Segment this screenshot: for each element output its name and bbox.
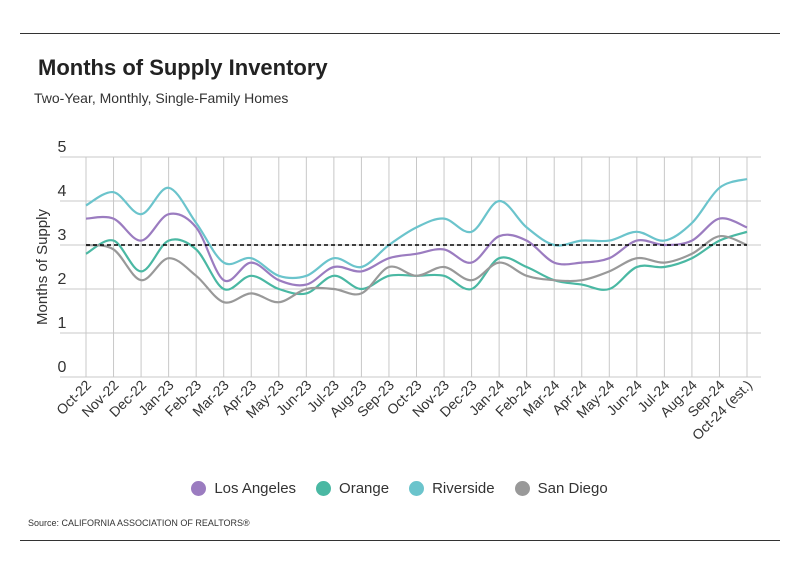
y-tick-label: 0 bbox=[58, 359, 67, 376]
source-note: Source: CALIFORNIA ASSOCIATION OF REALTO… bbox=[28, 518, 250, 528]
legend-item-orange: Orange bbox=[316, 480, 389, 497]
legend-swatch bbox=[514, 481, 530, 496]
legend-label: Riverside bbox=[432, 480, 495, 497]
series-line-los-angeles bbox=[85, 212, 748, 287]
top-rule bbox=[20, 33, 780, 34]
legend-label: San Diego bbox=[537, 480, 608, 497]
y-axis-label: Months of Supply bbox=[34, 209, 51, 325]
y-tick-label: 1 bbox=[58, 315, 67, 332]
line-chart: 0 1 2 3 4 5 Oct-22Nov-22Dec-22Jan-23Feb-23Mar… bbox=[34, 139, 761, 443]
legend-label: Los Angeles bbox=[214, 480, 297, 497]
y-tick-label: 2 bbox=[58, 271, 67, 288]
legend-item-riverside: Riverside bbox=[409, 480, 495, 497]
legend-label: Orange bbox=[339, 480, 390, 497]
y-tick-label: 3 bbox=[58, 227, 67, 244]
y-tick-label: 4 bbox=[58, 183, 67, 200]
legend-swatch bbox=[316, 481, 332, 496]
legend: Los Angeles Orange Riverside San Diego bbox=[0, 480, 799, 497]
x-axis-ticks: Oct-22Nov-22Dec-22Jan-23Feb-23Mar-23Apr-… bbox=[53, 377, 755, 443]
legend-item-san-diego: San Diego bbox=[514, 480, 608, 497]
legend-swatch bbox=[191, 481, 207, 496]
legend-swatch bbox=[409, 481, 425, 496]
legend-item-los-angeles: Los Angeles bbox=[191, 480, 296, 497]
y-axis-ticks: 0 1 2 3 4 5 bbox=[58, 139, 67, 376]
series-line-san-diego bbox=[85, 234, 748, 304]
bottom-rule bbox=[20, 540, 780, 541]
y-tick-label: 5 bbox=[58, 139, 67, 156]
grid bbox=[60, 156, 761, 378]
chart-subtitle: Two-Year, Monthly, Single-Family Homes bbox=[34, 90, 289, 106]
chart-title: Months of Supply Inventory bbox=[38, 55, 328, 80]
series-line-riverside bbox=[85, 177, 748, 280]
series-lines bbox=[85, 177, 748, 304]
